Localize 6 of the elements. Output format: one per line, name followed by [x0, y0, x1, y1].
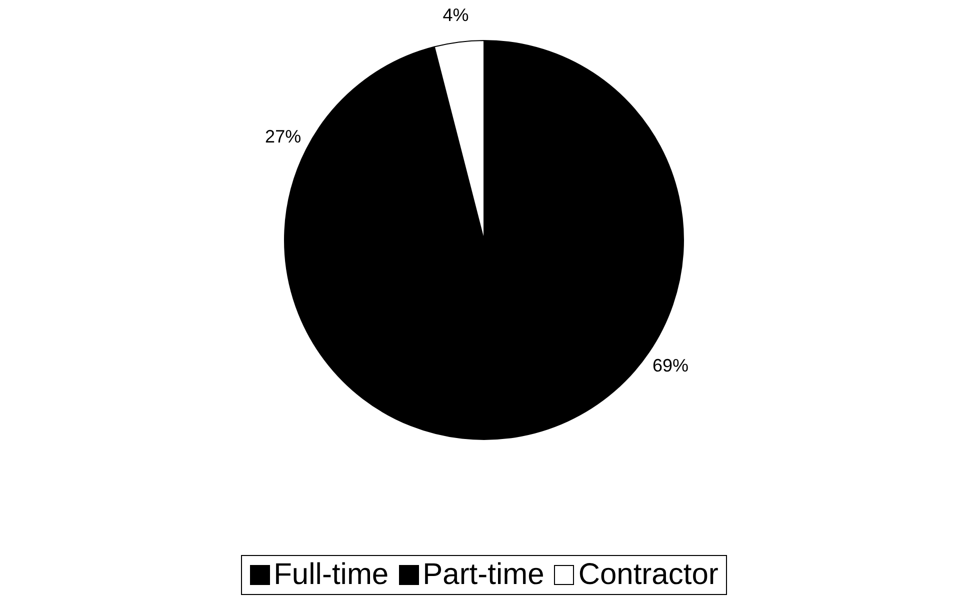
data-label: 27% [265, 126, 302, 147]
legend-label: Contractor [578, 558, 718, 592]
legend-label: Full-time [274, 558, 389, 592]
data-label: 69% [652, 356, 689, 376]
data-label: 4% [442, 5, 469, 26]
legend-label: Part-time [422, 558, 544, 592]
